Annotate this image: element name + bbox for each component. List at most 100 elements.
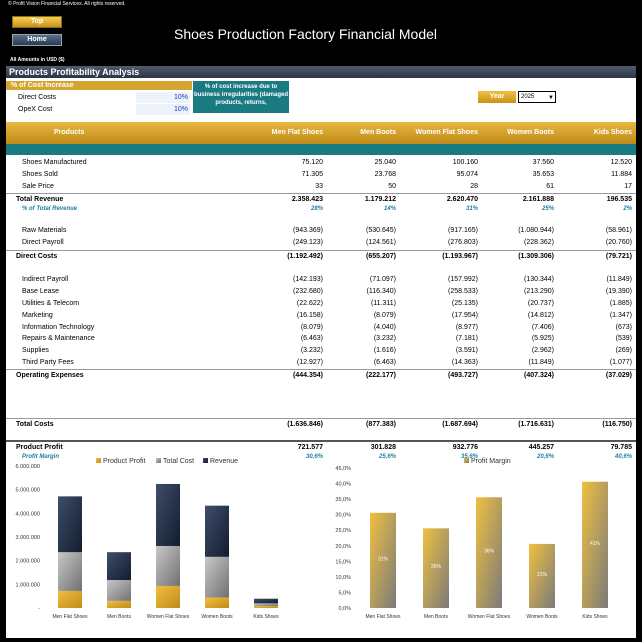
row-value: (20.760): [605, 239, 632, 246]
row-value: 30,6%: [305, 454, 323, 460]
legend-swatch: [464, 458, 469, 463]
year-value: 2025: [521, 94, 535, 100]
y-tick-label: 40,0%: [335, 482, 351, 488]
row-value: (11.849): [606, 276, 632, 283]
row-value: 23.768: [374, 171, 396, 178]
row-label: Supplies: [22, 347, 49, 354]
row-value: (1.077): [609, 359, 632, 366]
x-tick-label: Men Boots: [424, 614, 448, 620]
row-value: (11.311): [370, 300, 396, 307]
x-tick-label: Kids Shoes: [582, 614, 608, 620]
table-row: % of Total Revenue 28% 14% 31% 25% 2%: [6, 204, 636, 215]
row-value: 37.560: [532, 159, 554, 166]
bar: [423, 528, 449, 608]
bar: [370, 512, 396, 608]
table-row: Shoes Manufactured 75.120 25.040 100.160 37.…: [6, 157, 636, 168]
row-value: 301.828: [370, 444, 396, 451]
y-tick-label: 30,0%: [335, 513, 351, 519]
row-value: 71.305: [301, 171, 323, 178]
row-value: 14%: [383, 206, 396, 212]
row-label: Information Technology: [22, 324, 95, 331]
row-label: % of Total Revenue: [22, 206, 78, 212]
table-row: Third Party Fees (12.927) (6.463) (14.363) (…: [6, 357, 636, 368]
profit-margin-chart: Profit Margin 0,0% 5,0% 10,0% 15,0% 20,0% 25,0…: [335, 458, 608, 620]
row-label: Operating Expenses: [16, 372, 84, 379]
row-value: (1.193.967): [442, 253, 478, 260]
opex-cost-input[interactable]: 10%: [136, 104, 190, 115]
cost-row-label: Direct Costs: [18, 94, 57, 101]
top-button[interactable]: Top: [12, 16, 62, 28]
bar-segment: [58, 590, 82, 608]
row-value: 100.160: [452, 159, 478, 166]
table-row: Repairs & Maintenance (6.463) (3.232) (7.18…: [6, 333, 636, 344]
home-button[interactable]: Home: [12, 34, 62, 46]
row-value: 932.776: [452, 444, 478, 451]
bar-segment: [254, 606, 278, 608]
x-tick-label: Men Boots: [107, 614, 131, 620]
copyright-text: © Profit Vision Financial Services. All …: [8, 1, 126, 7]
sheet-area: Products Profitability Analysis % of Cos…: [6, 66, 636, 638]
data-label: 41%: [590, 541, 601, 547]
y-tick-label: 0,0%: [338, 606, 351, 612]
row-label: Repairs & Maintenance: [22, 335, 95, 342]
direct-cost-input[interactable]: 10%: [136, 92, 190, 103]
row-value: 20,6%: [536, 454, 554, 460]
row-label: Sale Price: [22, 183, 54, 190]
row-value: (7.406): [531, 324, 554, 331]
y-tick-label: 6.000.000: [16, 464, 40, 470]
col-header-men-flat: Men Flat Shoes: [271, 129, 323, 136]
y-tick-label: 1.000.000: [16, 582, 40, 588]
table-row: Direct Costs (1.192.492) (655.207) (1.193.9…: [6, 250, 636, 261]
row-label: Direct Costs: [16, 253, 58, 260]
bar-segment: [205, 597, 229, 608]
y-tick-label: 10,0%: [335, 575, 351, 581]
row-value: (222.177): [366, 372, 396, 379]
row-value: 95.074: [456, 171, 478, 178]
row-value: (673): [615, 324, 632, 331]
row-label: Shoes Manufactured: [22, 159, 87, 166]
table-row: Total Costs (1.636.846) (877.383) (1.687.69…: [6, 418, 636, 429]
row-value: 61: [546, 183, 554, 190]
row-value: 721.577: [297, 444, 323, 451]
row-value: (16.158): [296, 312, 323, 319]
row-value: 196.535: [606, 196, 632, 203]
y-tick-label: -: [38, 606, 40, 612]
year-select[interactable]: 2025 ▼: [518, 91, 556, 103]
row-label: Base Lease: [22, 288, 59, 295]
section-title: Products Profitability Analysis: [6, 66, 636, 78]
row-value: (1.080.944): [518, 227, 554, 234]
table-row: Total Revenue 2.358.423 1.179.212 2.620.470…: [6, 193, 636, 204]
bar-segment: [107, 552, 131, 581]
row-value: (877.383): [366, 421, 396, 428]
x-tick-label: Kids Shoes: [253, 614, 279, 620]
table-row: Information Technology (8.079) (4.040) (8.9…: [6, 322, 636, 333]
row-label: Indirect Payroll: [22, 276, 69, 283]
year-label: Year: [478, 91, 516, 103]
row-value: 2.358.423: [291, 196, 323, 203]
row-value: 79.785: [610, 444, 632, 451]
x-tick-label: Men Flat Shoes: [52, 614, 88, 620]
col-header-kids: Kids Shoes: [593, 129, 632, 136]
row-value: (4.040): [373, 324, 396, 331]
col-header-products: Products: [54, 129, 85, 136]
row-value: (25.135): [451, 300, 478, 307]
row-value: (19.390): [605, 288, 632, 295]
row-label: Marketing: [22, 312, 53, 319]
row-value: (232.680): [293, 288, 323, 295]
y-tick-label: 25,0%: [335, 528, 351, 534]
x-tick-label: Women Boots: [526, 614, 558, 620]
y-tick-label: 5,0%: [338, 590, 351, 596]
row-label: Third Party Fees: [22, 359, 74, 366]
row-value: (276.803): [448, 239, 478, 246]
row-value: (1.309.306): [518, 253, 554, 260]
y-tick-label: 15,0%: [335, 559, 351, 565]
legend-swatch: [156, 458, 161, 463]
chevron-down-icon[interactable]: ▼: [548, 95, 554, 101]
row-value: (228.362): [524, 239, 554, 246]
table-row: Supplies (3.232) (1.616) (3.591) (2.962) (269…: [6, 345, 636, 356]
x-tick-label: Women Flat Shoes: [468, 614, 511, 620]
row-value: (1.616): [373, 347, 396, 354]
data-label: 21%: [537, 572, 548, 578]
legend-label: Product Profit: [103, 458, 145, 465]
row-value: (3.232): [373, 335, 396, 342]
